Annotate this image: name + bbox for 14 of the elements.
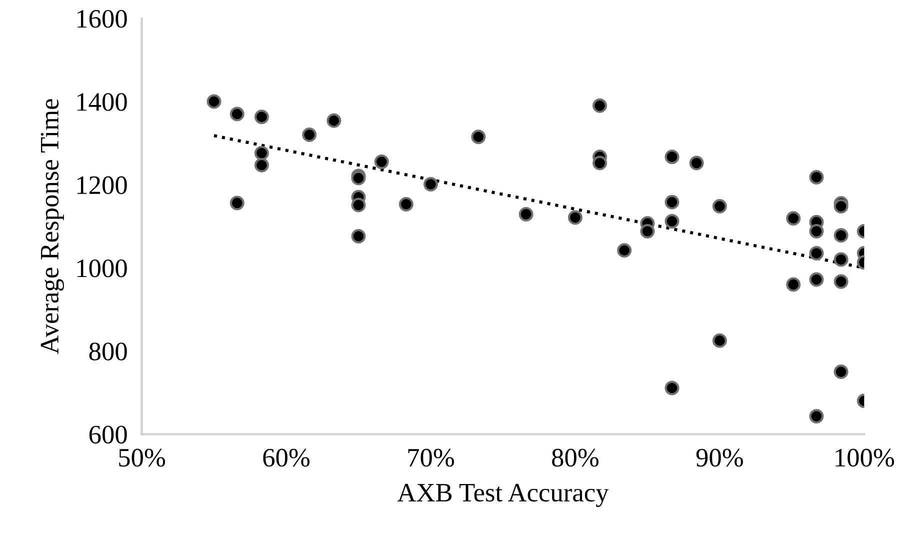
x-tick-label: 100%: [836, 448, 894, 467]
y-tick-label: 1600: [77, 10, 127, 28]
x-tick-label: 50%: [119, 448, 166, 467]
y-tick-label: 1400: [77, 93, 127, 111]
x-tick-label: 60%: [263, 448, 310, 467]
y-tick-label: 800: [89, 342, 127, 360]
x-axis-title: AXB Test Accuracy: [397, 484, 609, 508]
y-axis-title: Average Response Time: [40, 99, 64, 354]
y-tick-label: 600: [89, 426, 127, 444]
x-tick-label: 70%: [408, 448, 454, 467]
x-tick-label: 90%: [696, 448, 743, 467]
y-tick-label: 1000: [77, 259, 127, 278]
x-tick-label: 80%: [552, 448, 598, 467]
y-tick-label: 1200: [77, 176, 127, 194]
